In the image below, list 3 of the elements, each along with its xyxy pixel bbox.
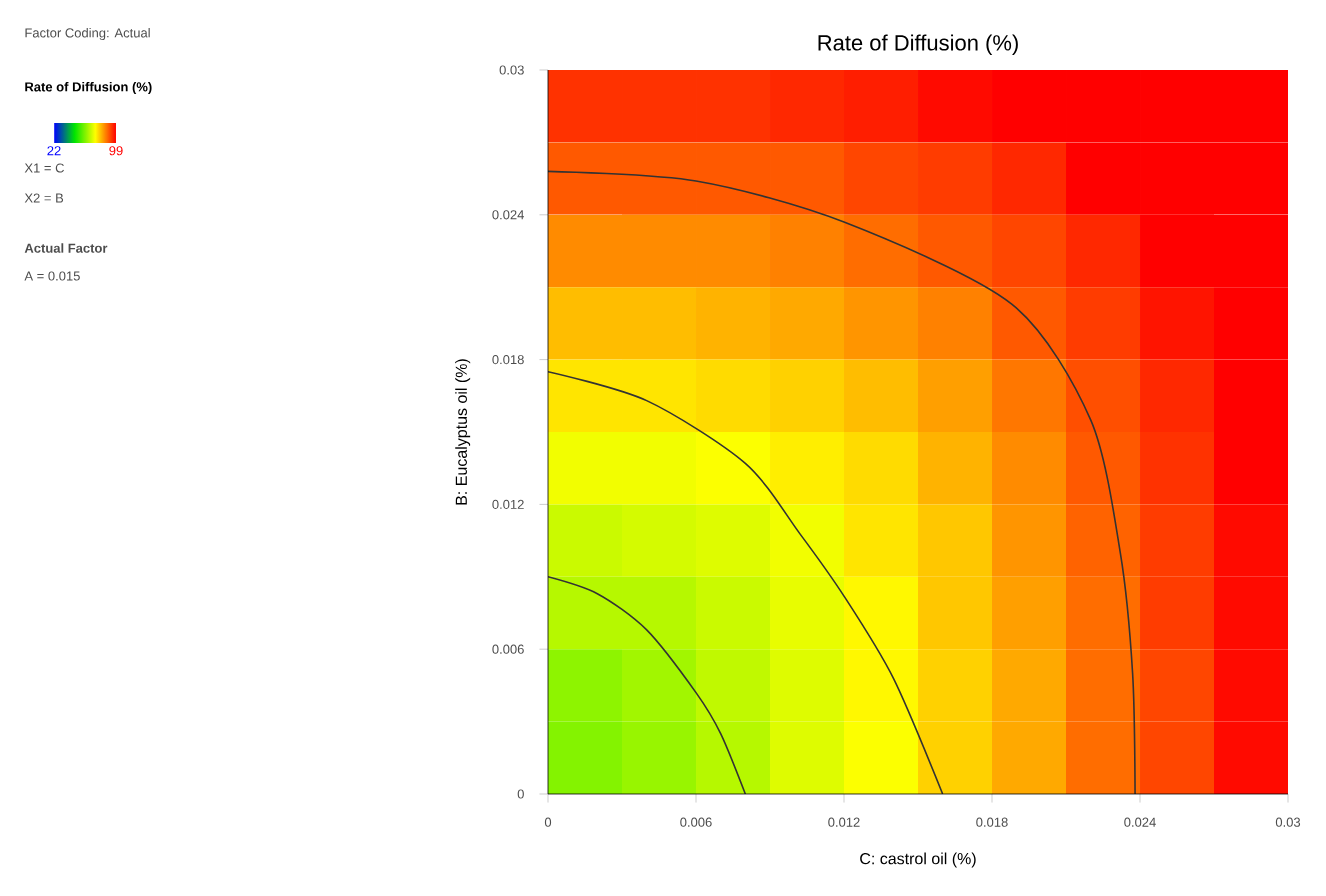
x-axis-title: C: castrol oil (%) [860,852,976,868]
chart-title: Rate of Diffusion (%) [818,34,1018,55]
y-axis-title: B: Eucalyptus oil (%) [455,359,471,505]
